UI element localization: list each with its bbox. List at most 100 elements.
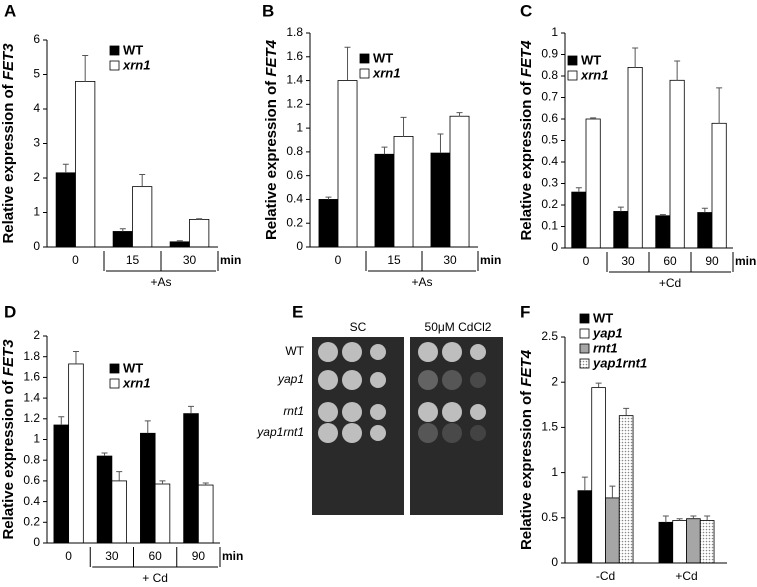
legend-swatch bbox=[567, 55, 578, 66]
spot bbox=[370, 344, 386, 360]
error-bar bbox=[176, 240, 183, 242]
y-tick-label: 0.8 bbox=[23, 452, 40, 466]
y-axis-label: Relative expression of FET4 bbox=[518, 40, 535, 241]
legend-label: WT bbox=[373, 50, 393, 65]
spot bbox=[418, 402, 438, 422]
bar bbox=[55, 172, 76, 248]
y-tick-label: 1.8 bbox=[286, 25, 303, 39]
y-tick-label: 0.5 bbox=[541, 133, 558, 147]
y-tick-label: 0 bbox=[296, 239, 303, 253]
error-bar bbox=[344, 46, 351, 81]
y-tick-label: 1 bbox=[296, 120, 303, 134]
y-tick-label: 1.2 bbox=[23, 411, 40, 425]
y-tick-label: 1.6 bbox=[23, 370, 40, 384]
x-tick-label: 60 bbox=[148, 549, 162, 563]
error-bar bbox=[400, 116, 407, 137]
bar bbox=[571, 191, 587, 249]
spot bbox=[342, 423, 362, 443]
legend-label: xrn1 bbox=[580, 67, 608, 82]
y-tick-label: 0.2 bbox=[286, 215, 303, 229]
error-bar bbox=[456, 112, 463, 117]
bar bbox=[53, 424, 70, 544]
y-axis-label-text: Relative expression of bbox=[0, 80, 17, 243]
bar bbox=[672, 520, 687, 564]
legend-label: xrn1 bbox=[122, 57, 150, 72]
panel-letter: C bbox=[520, 1, 532, 20]
legend-swatch bbox=[579, 328, 590, 339]
y-tick-label: 0.6 bbox=[541, 111, 558, 125]
legend-label: WT bbox=[123, 42, 143, 57]
spot bbox=[318, 402, 338, 422]
column-label: 50μM CdCl2 bbox=[425, 320, 492, 334]
y-axis-label: Relative expression of FET3 bbox=[0, 43, 17, 244]
error-bar bbox=[119, 228, 126, 232]
x-tick-label: 30 bbox=[621, 254, 635, 268]
bar bbox=[374, 153, 395, 248]
bar bbox=[112, 231, 133, 248]
group-label: +As bbox=[150, 275, 171, 289]
spot bbox=[370, 372, 386, 388]
bar bbox=[430, 152, 451, 248]
y-tick-label: 1.5 bbox=[541, 420, 558, 434]
legend-label: WT bbox=[593, 310, 613, 325]
error-bar bbox=[701, 207, 708, 213]
x-tick-label: 30 bbox=[183, 253, 197, 267]
legend-swatch bbox=[109, 378, 120, 389]
x-tick-label: 30 bbox=[443, 253, 457, 267]
x-tick-label: 90 bbox=[705, 254, 719, 268]
y-tick-label: 1 bbox=[551, 25, 558, 39]
spot-assay: E SC 50μM CdCl2 WT yap1 rnt1 yap1rnt1 bbox=[256, 302, 503, 515]
y-axis-label: Relative expression of FET4 bbox=[518, 349, 535, 550]
x-tick-label: 15 bbox=[126, 253, 140, 267]
legend-swatch bbox=[579, 343, 590, 354]
error-bar bbox=[381, 146, 388, 155]
error-bar bbox=[581, 476, 588, 491]
y-tick-label: 1.6 bbox=[286, 49, 303, 63]
error-bar bbox=[202, 482, 209, 486]
panel-letter: F bbox=[520, 302, 530, 321]
y-tick-label: 0.8 bbox=[286, 144, 303, 158]
x-tick-label: 60 bbox=[663, 254, 677, 268]
y-axis-label-text: Relative expression of bbox=[518, 387, 535, 550]
y-tick-label: 0.8 bbox=[541, 68, 558, 82]
spot bbox=[418, 370, 438, 390]
error-bar bbox=[623, 407, 630, 416]
bar bbox=[711, 122, 727, 249]
x-tick-label: +Cd bbox=[675, 569, 697, 583]
legend-label: WT bbox=[581, 52, 601, 67]
bar bbox=[618, 415, 634, 564]
y-tick-label: 0.2 bbox=[23, 514, 40, 528]
x-unit: min bbox=[220, 253, 241, 267]
legend-label: WT bbox=[123, 360, 143, 375]
spot bbox=[318, 423, 338, 443]
panel-letter: A bbox=[4, 1, 16, 20]
error-bar bbox=[690, 515, 697, 519]
group-label: +As bbox=[411, 275, 432, 289]
y-axis-label-text: Relative expression of bbox=[263, 77, 280, 240]
bar bbox=[449, 115, 470, 248]
legend-label: xrn1 bbox=[372, 65, 400, 80]
row-label: rnt1 bbox=[283, 404, 304, 418]
x-unit: min bbox=[735, 254, 756, 268]
chart: B Relative expression of FET4 0 0.2 0.4 0.6 0.… bbox=[262, 1, 501, 289]
spot bbox=[342, 342, 362, 362]
column-label: SC bbox=[350, 320, 367, 334]
legend-label: rnt1 bbox=[593, 340, 618, 355]
y-tick-label: 0.4 bbox=[541, 154, 558, 168]
row-label: yap1 bbox=[277, 372, 304, 386]
bar bbox=[169, 241, 190, 248]
legend-swatch bbox=[359, 68, 370, 79]
error-bar bbox=[139, 174, 146, 187]
bar bbox=[697, 212, 713, 249]
error-bar bbox=[617, 206, 624, 212]
y-axis-label-gene: FET4 bbox=[518, 40, 535, 77]
panel-letter: E bbox=[292, 302, 303, 321]
legend-swatch bbox=[109, 363, 120, 374]
chart: F Relative expression of FET4 0 0.5 1 1.5 2 2.5… bbox=[518, 302, 727, 583]
group-label: + Cd bbox=[142, 571, 168, 585]
bar bbox=[337, 80, 358, 248]
bar bbox=[699, 520, 715, 564]
error-bar bbox=[159, 480, 166, 485]
x-tick-label: 0 bbox=[583, 254, 590, 268]
spot bbox=[318, 342, 338, 362]
